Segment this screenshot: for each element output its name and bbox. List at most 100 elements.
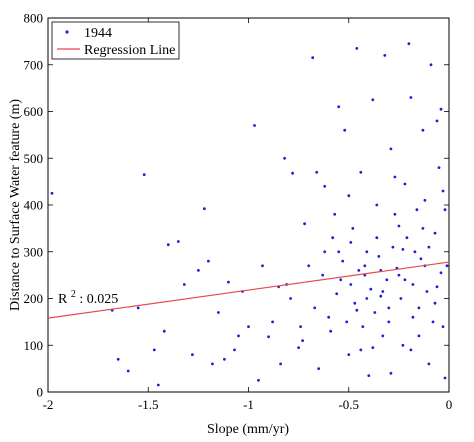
data-point (425, 290, 429, 293)
data-point (267, 335, 270, 339)
data-point (359, 170, 363, 174)
data-point (421, 227, 425, 230)
data-point (337, 250, 341, 254)
data-point (403, 278, 407, 282)
data-point (152, 348, 156, 352)
y-tick-label: 200 (24, 291, 44, 306)
data-point (301, 339, 304, 342)
data-point (397, 224, 401, 228)
data-point (299, 325, 302, 328)
data-point (349, 241, 353, 244)
x-axis: -2 -1.5 -1 -0.5 0 (43, 18, 453, 412)
data-point (162, 329, 166, 333)
data-point (409, 96, 413, 99)
data-point (417, 306, 421, 310)
legend-label-1944: 1944 (84, 26, 112, 41)
data-point (389, 147, 393, 151)
data-point (375, 236, 379, 240)
data-point (283, 156, 286, 160)
data-point (343, 128, 347, 132)
data-point (347, 353, 351, 356)
data-point (443, 376, 447, 380)
data-point (379, 294, 383, 298)
y-tick-label: 800 (24, 11, 44, 26)
data-point (50, 191, 54, 195)
data-point (401, 248, 405, 251)
data-point (191, 353, 194, 356)
data-point (415, 208, 419, 212)
data-point (365, 250, 369, 254)
data-point (347, 194, 351, 198)
data-point (439, 107, 443, 111)
x-axis-title: Slope (mm/yr) (207, 422, 289, 437)
y-tick-label: 700 (24, 57, 44, 72)
data-point (367, 374, 371, 377)
data-point (116, 357, 120, 361)
y-axis-title: Distance to Surface Water feature (m) (8, 99, 23, 311)
data-point (207, 259, 210, 263)
legend-box (51, 21, 180, 60)
y-tick-label: 100 (24, 338, 44, 353)
data-point (413, 250, 417, 254)
data-point (435, 285, 439, 289)
data-point (211, 362, 214, 366)
data-point (423, 198, 427, 202)
data-point (261, 264, 264, 268)
data-point (341, 259, 345, 263)
data-point (197, 269, 200, 272)
data-point (257, 378, 260, 382)
x-tick-label: -0.5 (338, 397, 359, 412)
data-point (393, 212, 397, 216)
data-point (361, 325, 365, 328)
data-point (335, 292, 339, 296)
y-tick-label: 500 (24, 151, 44, 166)
data-point (437, 166, 441, 170)
data-point (411, 315, 415, 319)
r-squared-value: : 0.025 (79, 292, 118, 307)
r-squared-base: R (58, 292, 68, 307)
data-point (237, 334, 240, 338)
data-point (385, 278, 389, 282)
data-point (323, 250, 327, 254)
r-squared-annotation: R 2 : 0.025 (58, 286, 118, 307)
data-point (389, 371, 393, 375)
data-point (303, 222, 306, 226)
data-point (166, 243, 170, 247)
plot-area (47, 17, 450, 393)
data-point (271, 320, 274, 324)
data-point (405, 236, 409, 240)
data-point (363, 264, 367, 268)
data-point (333, 212, 337, 216)
y-tick-label: 0 (37, 385, 44, 400)
data-point (329, 329, 333, 333)
data-point (142, 173, 146, 177)
data-point (126, 369, 130, 373)
data-point (353, 301, 357, 305)
data-point (435, 119, 439, 123)
data-point (289, 297, 292, 300)
legend-label-regression: Regression Line (84, 43, 175, 58)
data-point (381, 334, 385, 338)
data-point (227, 280, 230, 284)
data-point (441, 189, 445, 193)
data-point (375, 203, 379, 207)
data-point (349, 283, 353, 286)
data-point (176, 240, 180, 243)
data-point (315, 170, 319, 174)
data-point (327, 315, 331, 319)
data-point (323, 184, 327, 188)
data-point (401, 343, 405, 347)
data-point (443, 208, 447, 212)
data-point (403, 182, 407, 186)
y-tick-label: 600 (24, 104, 44, 119)
data-point (399, 297, 403, 300)
data-point (355, 308, 359, 312)
data-point (417, 334, 421, 338)
regression-line (47, 261, 450, 319)
data-point (441, 325, 445, 328)
data-point (233, 348, 236, 352)
data-point (427, 245, 431, 249)
data-point (431, 320, 435, 324)
x-tick-label: 0 (446, 397, 453, 412)
